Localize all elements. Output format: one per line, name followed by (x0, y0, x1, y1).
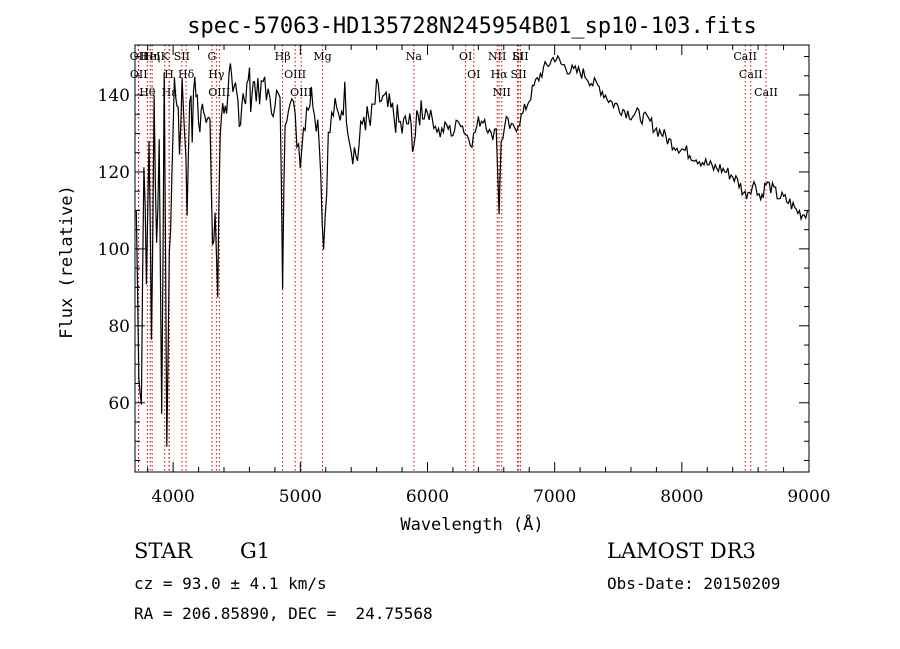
line-label-24: SII (512, 50, 528, 63)
line-label-0: Hθ (139, 86, 156, 99)
chart-title: spec-57063-HD135728N245954B01_sp10-103.f… (187, 14, 757, 39)
y-tick-label-0: 60 (108, 394, 130, 414)
line-label-20: Hα (491, 68, 509, 81)
line-label-6: Hε (162, 86, 178, 99)
survey-name: LAMOST DR3 (607, 539, 756, 563)
x-tick-label-0: 4000 (152, 487, 195, 507)
line-label-12: G (208, 50, 217, 63)
line-label-7: H (164, 68, 174, 81)
line-label-2: OII (130, 68, 148, 81)
plot-frame (134, 44, 810, 473)
line-label-8: SII (174, 50, 190, 63)
x-tick-label-5: 9000 (787, 487, 830, 507)
y-tick-label-4: 140 (98, 86, 130, 106)
line-label-22: NII (493, 86, 511, 99)
x-tick-label-1: 5000 (279, 487, 322, 507)
line-label-17: Na (406, 50, 423, 63)
subclass: G1 (240, 539, 271, 563)
line-label-5: K (161, 50, 170, 63)
line-label-15: OIII (290, 86, 312, 99)
line-label-1: OII (130, 50, 148, 63)
redshift-line: cz = 93.0 ± 4.1 km/s (134, 574, 327, 593)
line-markers (137, 45, 767, 472)
line-label-25: Li (512, 50, 523, 63)
x-tick-label-2: 6000 (406, 487, 449, 507)
x-tick-label-4: 8000 (660, 487, 703, 507)
y-tick-label-3: 120 (98, 163, 130, 183)
x-tick-label-3: 7000 (533, 487, 576, 507)
object-type: STAR (134, 539, 193, 563)
coordinates: RA = 206.85890, DEC = 24.75568 (134, 604, 433, 623)
axis-ticks: 4000 5000 6000 7000 8000 9000 60 80 100 120 140 (98, 45, 831, 507)
line-label-16: Mg (313, 50, 331, 63)
line-label-19: OI (467, 68, 480, 81)
line-label-28: CaII (754, 86, 778, 99)
y-tick-label-2: 100 (98, 240, 130, 260)
line-label-11: Hγ (208, 68, 225, 81)
spectrum-series (135, 54, 810, 447)
line-label-3: HeI (140, 50, 160, 63)
line-label-27: CaII (739, 68, 763, 81)
line-label-9: Hδ (178, 68, 195, 81)
line-label-23: SII (511, 68, 527, 81)
x-axis-label: Wavelength (Å) (400, 513, 543, 535)
line-label-21: NII (488, 50, 506, 63)
obs-date: Obs-Date: 20150209 (607, 574, 781, 593)
line-label-18: OI (459, 50, 472, 63)
line-label-14: OIII (284, 68, 306, 81)
y-tick-label-1: 80 (108, 317, 130, 337)
y-axis-label: Flux (relative) (57, 185, 77, 339)
line-label-26: CaII (733, 50, 757, 63)
line-label-4: Hη (144, 50, 160, 63)
line-label-10: OIII (208, 86, 230, 99)
line-label-13: Hβ (275, 50, 291, 63)
